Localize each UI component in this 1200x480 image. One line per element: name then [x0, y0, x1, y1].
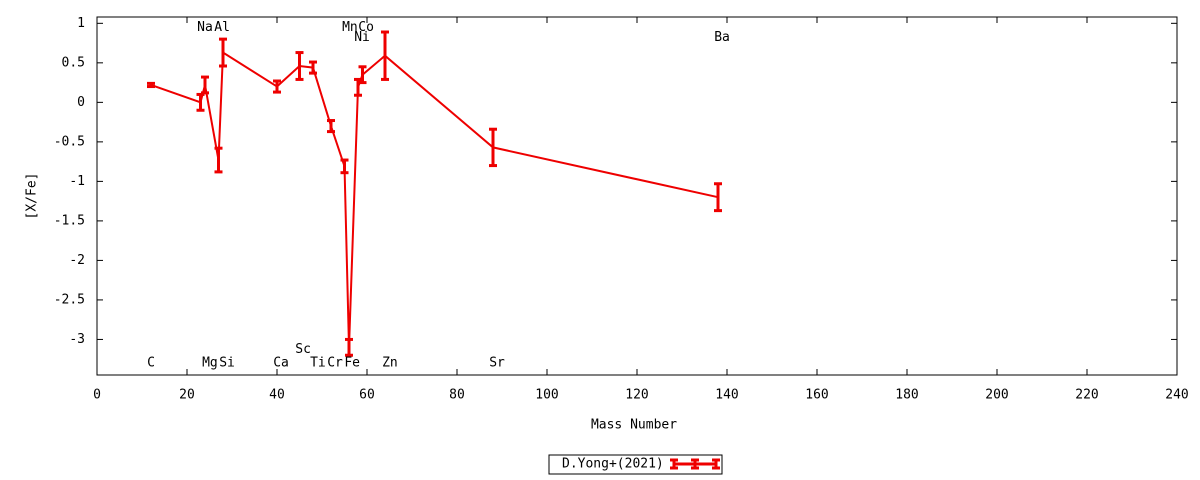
y-tick-label: -1.5 [54, 213, 85, 228]
element-label: C [147, 356, 155, 371]
x-tick-label: 160 [805, 388, 828, 403]
error-bar [381, 30, 389, 81]
legend-label: D.Yong+(2021) [562, 457, 664, 472]
element-label: Fe [344, 356, 360, 371]
y-tick-label: 0 [77, 95, 85, 110]
element-label: Sc [295, 342, 311, 357]
x-tick-label: 240 [1165, 388, 1188, 403]
legend-box [548, 454, 723, 475]
y-tick-label: -1 [69, 174, 85, 189]
element-label: Mn [342, 20, 358, 35]
element-label: Ba [714, 30, 730, 45]
error-bar [358, 65, 367, 85]
x-tick-label: 140 [715, 388, 738, 403]
error-bar [309, 60, 317, 75]
y-axis-label: [X/Fe] [25, 173, 40, 220]
element-label: Ti [310, 356, 326, 371]
element-label: Cr [327, 356, 343, 371]
error-bar [273, 79, 281, 94]
element-label: Al [214, 20, 230, 35]
y-tick-label: 1 [77, 16, 85, 31]
x-tick-label: 80 [449, 388, 465, 403]
element-label: Sr [489, 356, 505, 371]
y-tick-label: -3 [69, 332, 85, 347]
y-tick-label: -2.5 [54, 292, 85, 307]
error-bar [295, 51, 304, 81]
error-bar [196, 92, 205, 112]
error-bar [219, 37, 227, 68]
x-tick-label: 40 [269, 388, 285, 403]
error-bar [670, 458, 678, 470]
x-axis-label: Mass Number [591, 418, 677, 433]
error-bar [354, 77, 362, 97]
x-tick-label: 200 [985, 388, 1008, 403]
error-bar [712, 458, 720, 470]
error-bar [340, 158, 349, 175]
x-tick-label: 20 [179, 388, 195, 403]
x-tick-label: 220 [1075, 388, 1098, 403]
y-tick-label: 0.5 [62, 55, 85, 70]
plot-frame [96, 16, 1178, 376]
x-tick-label: 120 [625, 388, 648, 403]
error-bar [691, 458, 699, 470]
element-label: Si [219, 356, 235, 371]
error-bar [327, 119, 335, 134]
y-tick-label: -2 [69, 253, 85, 268]
error-bar [714, 182, 722, 213]
error-bar [489, 127, 497, 168]
element-label: Na [197, 20, 213, 35]
element-label: Zn [382, 356, 398, 371]
x-tick-label: 0 [93, 388, 101, 403]
x-tick-label: 180 [895, 388, 918, 403]
series-line [150, 50, 719, 348]
x-tick-label: 100 [535, 388, 558, 403]
element-label: Co [358, 20, 374, 35]
element-label: Ni [354, 30, 370, 45]
element-label: Ca [273, 356, 289, 371]
x-tick-label: 60 [359, 388, 375, 403]
error-bar [201, 75, 209, 95]
error-bar [345, 337, 353, 357]
error-bar [147, 81, 155, 89]
error-bar [214, 146, 223, 174]
y-tick-label: -0.5 [54, 134, 85, 149]
element-label: Mg [202, 356, 218, 371]
